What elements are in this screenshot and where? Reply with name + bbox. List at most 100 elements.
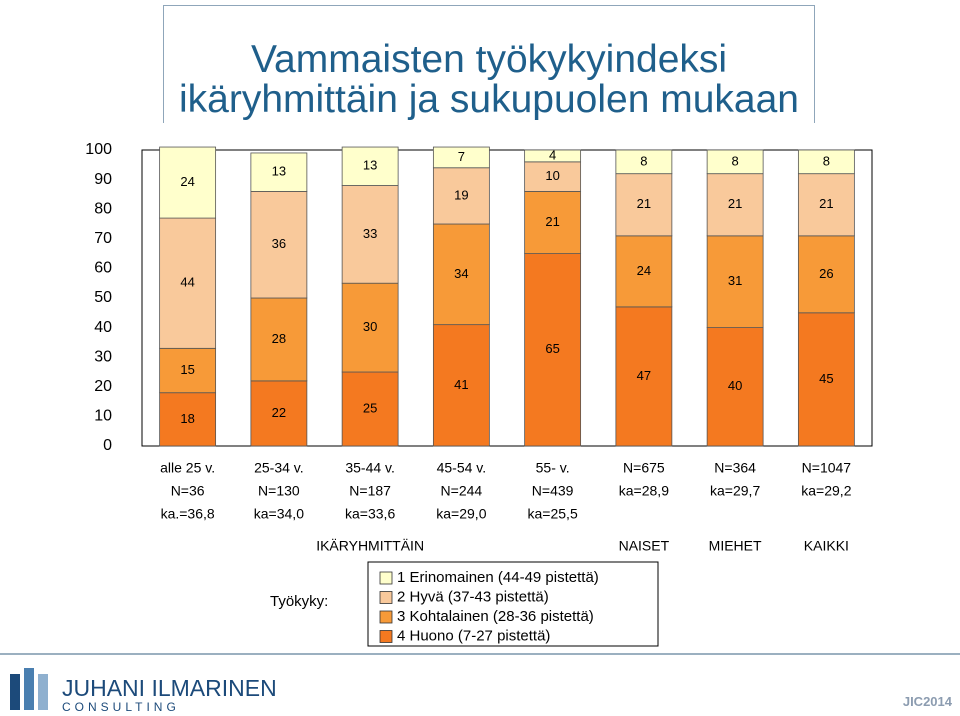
bar-segment — [615, 149, 673, 175]
y-tick-label: 0 — [103, 437, 112, 454]
legend-entry: 4 Huono (7-27 pistettä) — [397, 627, 550, 644]
group-label: NAISET — [619, 538, 670, 554]
data-label: 21 — [545, 214, 559, 229]
bar-segment — [615, 173, 673, 237]
data-label: 18 — [180, 411, 194, 426]
data-label: 8 — [732, 153, 739, 168]
data-label: 15 — [180, 362, 194, 377]
x-tick-label: 35-44 v. — [345, 460, 395, 476]
bar-segment — [250, 152, 308, 192]
data-label: 45 — [819, 371, 833, 386]
bar-segment — [797, 235, 855, 314]
bar-segment — [797, 149, 855, 175]
x-tick-label: N=439 — [532, 483, 574, 499]
bar-segment — [159, 217, 217, 349]
legend-swatch — [379, 630, 393, 643]
footer-divider — [0, 653, 960, 655]
logo-name: JUHANI ILMARINEN — [62, 675, 277, 701]
data-label: 4 — [549, 147, 556, 162]
bar-segment — [706, 327, 764, 447]
data-label: 10 — [545, 168, 559, 183]
y-tick-label: 60 — [94, 260, 112, 277]
legend-entry: 3 Kohtalainen (28-36 pistettä) — [397, 608, 594, 625]
legend-title: Työkyky: — [270, 593, 328, 610]
x-tick-label: ka=28,9 — [619, 483, 669, 499]
x-tick-label: ka=29,0 — [436, 506, 486, 522]
data-label: 65 — [545, 341, 559, 356]
bar-segment — [615, 235, 673, 308]
bar-segment — [797, 312, 855, 447]
data-label: 19 — [454, 187, 468, 202]
title-line-1: Vammaisten työkykyindeksi — [250, 38, 728, 81]
x-tick-label: N=244 — [441, 483, 483, 499]
x-tick-label: N=1047 — [802, 460, 852, 476]
data-label: 28 — [272, 331, 286, 346]
x-tick-label: N=364 — [714, 460, 756, 476]
x-tick-label: 55- v. — [536, 460, 570, 476]
x-tick-label: ka=29,2 — [801, 483, 851, 499]
legend-swatch — [379, 571, 393, 585]
bar-segment — [432, 146, 490, 169]
group-label: KAIKKI — [804, 538, 849, 554]
bar-segment — [250, 380, 308, 447]
x-tick-label: N=187 — [349, 483, 391, 499]
y-tick-label: 90 — [94, 171, 112, 188]
legend-entry: 1 Erinomainen (44-49 pistettä) — [397, 569, 599, 586]
y-tick-label: 80 — [94, 200, 112, 217]
data-label: 8 — [640, 153, 647, 168]
bar-segment — [250, 297, 308, 382]
x-tick-label: ka.=36,8 — [161, 506, 215, 522]
y-tick-label: 10 — [94, 408, 112, 425]
plot-frame — [141, 149, 873, 447]
y-tick-label: 40 — [94, 319, 112, 336]
data-label: 41 — [454, 377, 468, 392]
y-tick-label: 70 — [94, 230, 112, 247]
data-label: 44 — [180, 275, 194, 290]
bar-segment — [159, 347, 217, 394]
y-tick-label: 20 — [94, 378, 112, 395]
x-tick-label: ka=25,5 — [528, 506, 578, 522]
bar-segment — [341, 146, 399, 186]
bar-segment — [159, 392, 217, 447]
x-tick-label: ka=29,7 — [710, 483, 760, 499]
group-label: MIEHET — [709, 538, 762, 554]
data-label: 33 — [363, 226, 377, 241]
data-label: 8 — [823, 153, 830, 168]
data-label: 13 — [363, 158, 377, 173]
data-label: 21 — [637, 196, 651, 211]
data-label: 26 — [819, 266, 833, 281]
logo-subtitle: CONSULTING — [62, 700, 180, 714]
bar-segment — [524, 149, 582, 163]
x-tick-label: N=130 — [258, 483, 300, 499]
x-tick-label: ka=34,0 — [254, 506, 304, 522]
bar-segment — [341, 371, 399, 447]
y-tick-label: 30 — [94, 348, 112, 365]
data-label: 47 — [637, 368, 651, 383]
bar-segment — [706, 235, 764, 328]
x-tick-label: N=36 — [171, 483, 205, 499]
data-label: 36 — [272, 236, 286, 251]
x-tick-label: ka=33,6 — [345, 506, 395, 522]
data-label: 24 — [180, 174, 194, 189]
bar-segment — [706, 149, 764, 175]
bar-segment — [159, 146, 217, 219]
data-label: 7 — [458, 149, 465, 164]
group-label: IKÄRYHMITTÄIN — [316, 538, 424, 554]
bar-segment — [432, 223, 490, 326]
bar-segment — [250, 191, 308, 299]
y-tick-label: 50 — [94, 289, 112, 306]
data-label: 24 — [637, 263, 651, 278]
data-label: 22 — [272, 405, 286, 420]
data-label: 25 — [363, 400, 377, 415]
x-tick-label: N=675 — [623, 460, 665, 476]
x-tick-label: 45-54 v. — [437, 460, 487, 476]
data-label: 31 — [728, 273, 742, 288]
x-tick-label: 25-34 v. — [254, 460, 304, 476]
bar-segment — [615, 306, 673, 447]
title-box: Vammaisten työkykyindeksi ikäryhmittäin … — [163, 5, 815, 123]
legend-box — [367, 561, 659, 647]
jic-logo-icon — [10, 668, 48, 710]
data-label: 34 — [454, 266, 468, 281]
x-tick-label: alle 25 v. — [160, 460, 215, 476]
